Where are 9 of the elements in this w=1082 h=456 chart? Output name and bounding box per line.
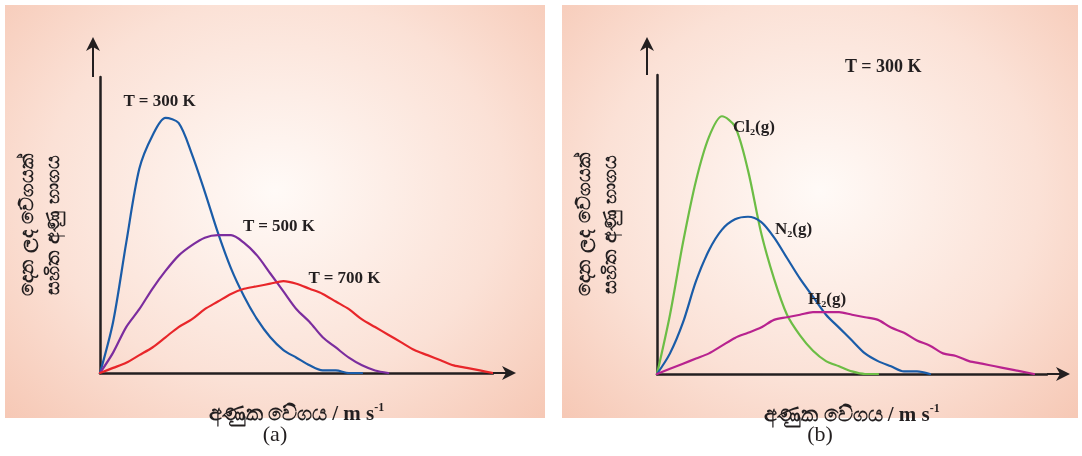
series-label: Cl₂(g) bbox=[733, 116, 775, 136]
y-axis-title: දෙන ලද වේගයක් සහිත අණු භාගය bbox=[15, 152, 66, 297]
series-label: T = 500 K bbox=[242, 215, 316, 235]
text: T = 300 K bbox=[845, 56, 922, 76]
series-label: T = 300 K bbox=[123, 90, 197, 110]
text: (a) bbox=[262, 420, 288, 446]
series-label: N₂(g) bbox=[775, 219, 813, 239]
y-axis-title: දෙන ලද වේගයක් සහිත අණු භාගය bbox=[572, 152, 623, 296]
series-label: T = 700 K bbox=[308, 267, 382, 287]
